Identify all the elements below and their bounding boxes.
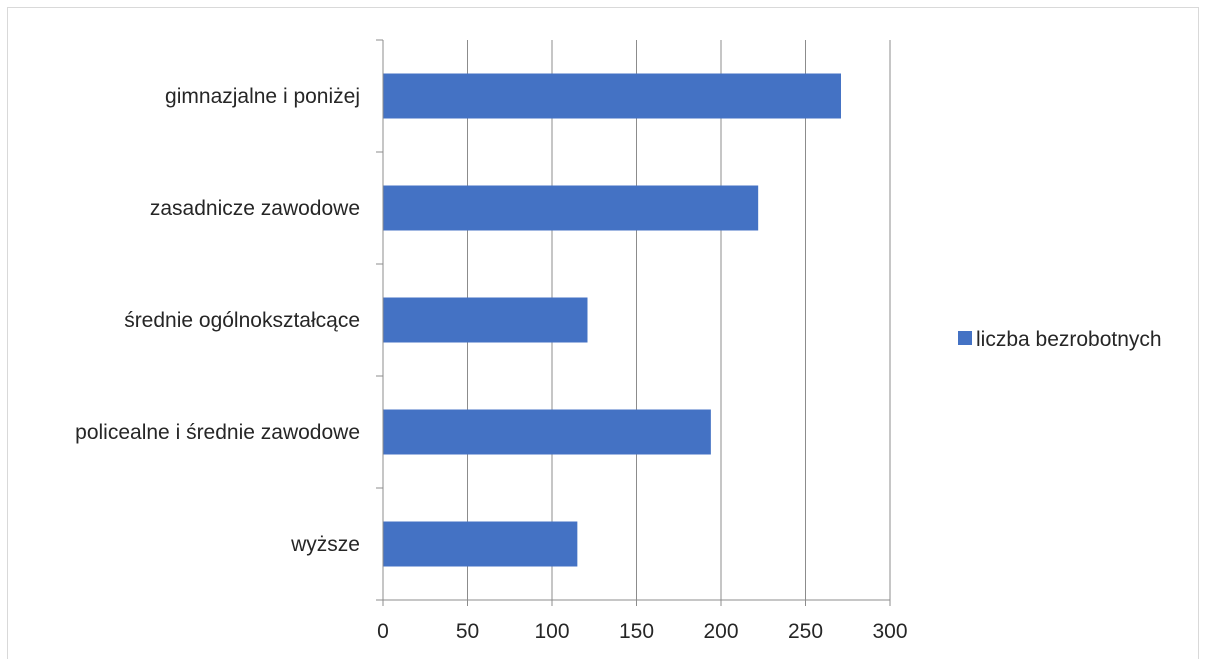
chart-frame [7, 7, 1199, 659]
legend-label: liczba bezrobotnych [976, 328, 1162, 351]
bar-0 [383, 73, 841, 119]
category-label: policealne i średnie zawodowe [75, 421, 360, 444]
x-tick-label: 300 [872, 620, 907, 643]
x-tick-label: 0 [377, 620, 389, 643]
bar-1 [383, 185, 759, 231]
legend-swatch [958, 331, 972, 345]
bar-2 [383, 297, 588, 343]
tick-labels: 0 50 100 150 200 250 300 [377, 620, 907, 643]
x-tick-label: 200 [703, 620, 738, 643]
x-tick-label: 50 [456, 620, 479, 643]
x-tick-label: 250 [788, 620, 823, 643]
bar-4 [383, 521, 578, 567]
category-label: wyższe [290, 533, 360, 556]
category-label: gimnazjalne i poniżej [165, 85, 360, 108]
x-tick-label: 100 [534, 620, 569, 643]
category-label: zasadnicze zawodowe [150, 197, 360, 220]
x-tick-label: 150 [619, 620, 654, 643]
legend: liczba bezrobotnych [958, 328, 1162, 351]
axes [376, 39, 891, 606]
bars [383, 73, 841, 567]
bar-3 [383, 409, 711, 455]
category-label: średnie ogólnokształcące [124, 309, 360, 332]
category-labels: gimnazjalne i poniżej zasadnicze zawodowe… [75, 85, 360, 556]
